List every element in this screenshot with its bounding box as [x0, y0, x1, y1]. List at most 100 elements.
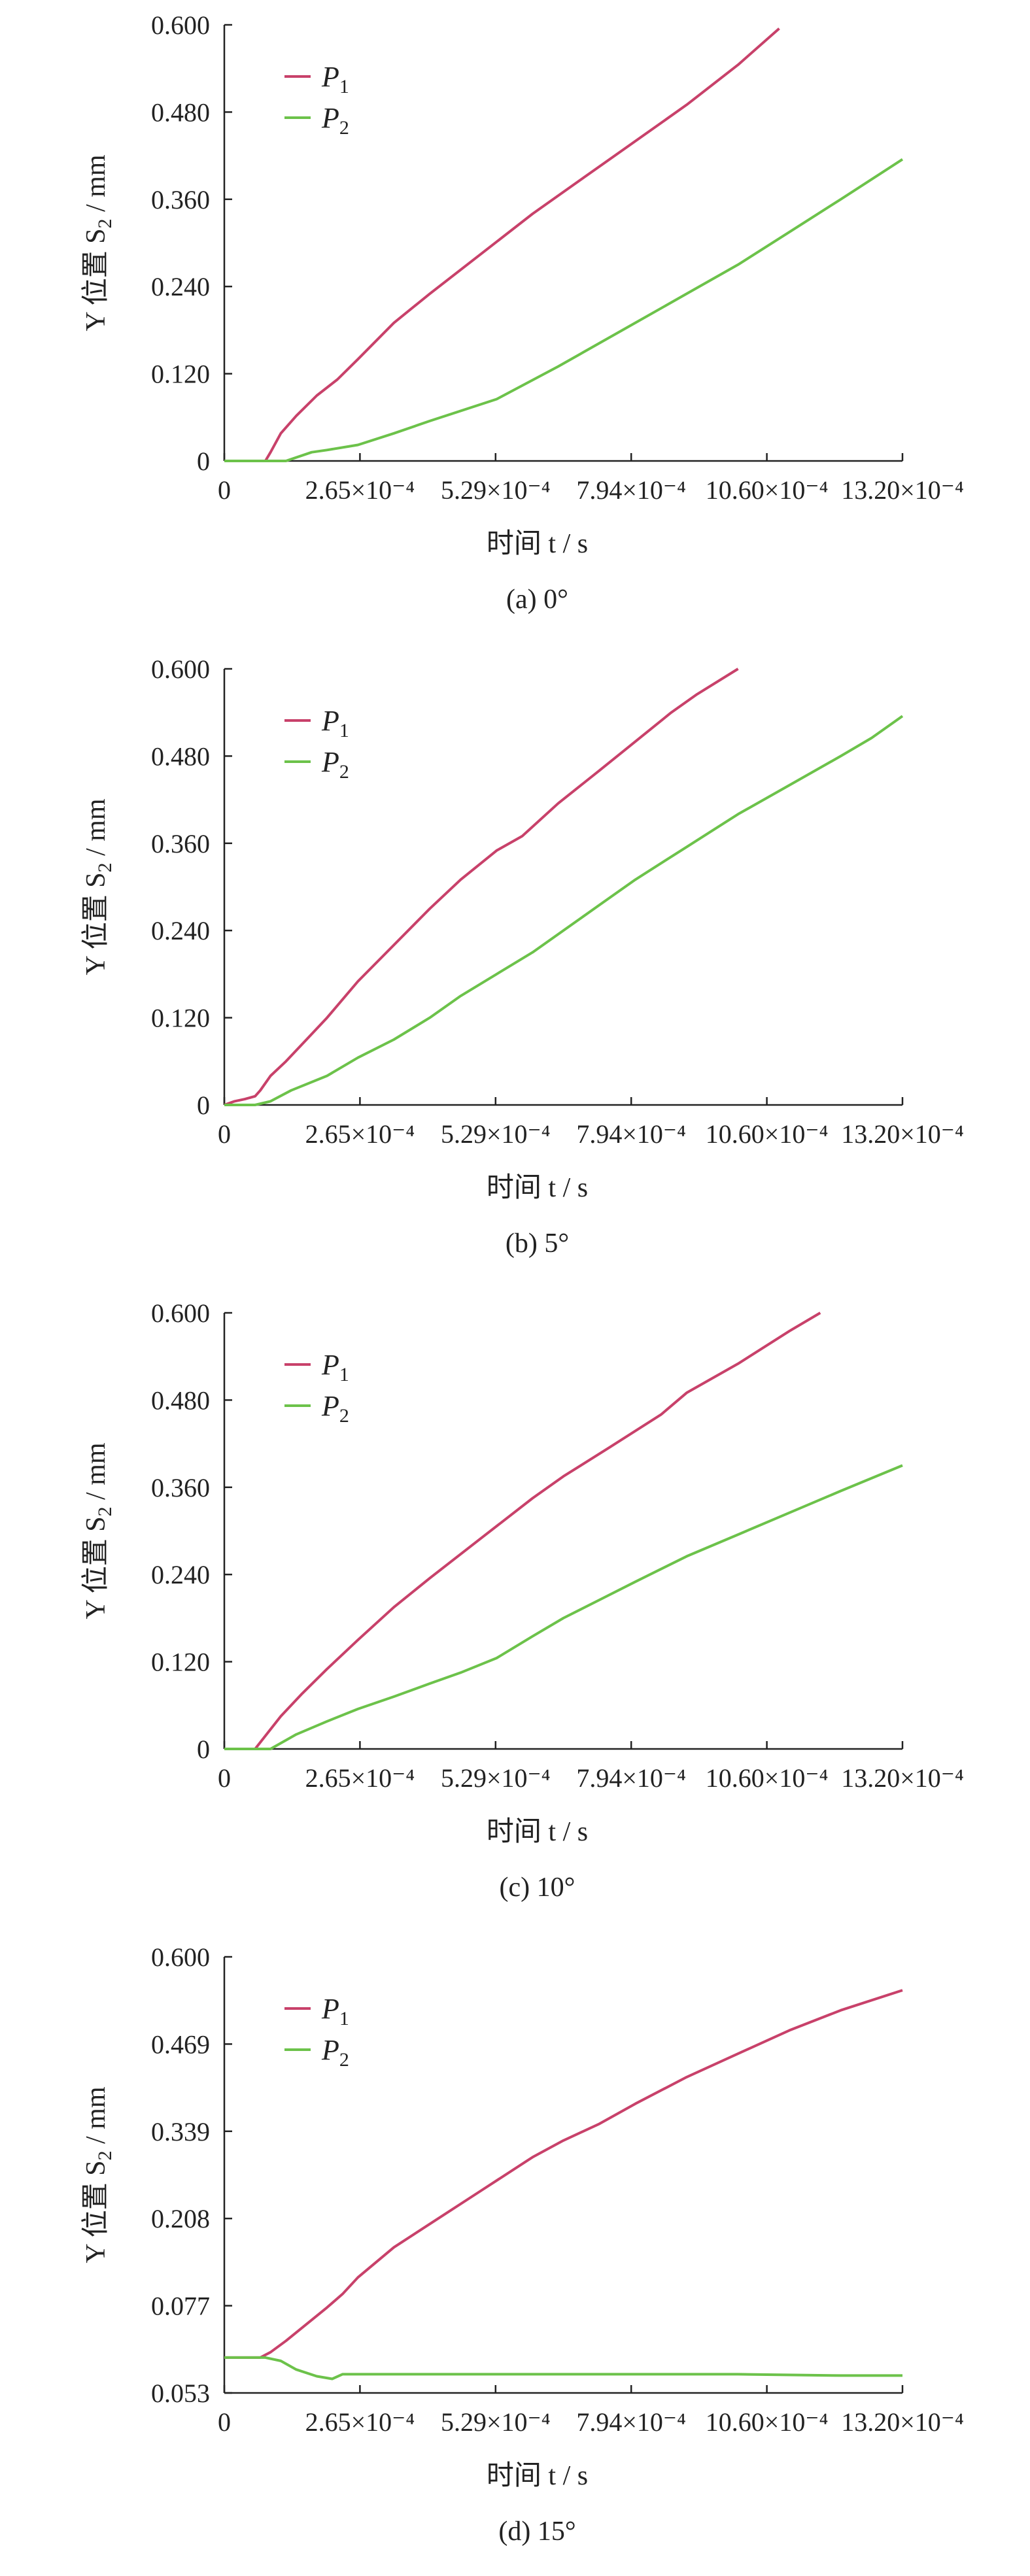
- legend-label-p1: P1: [321, 1349, 349, 1385]
- y-tick-label: 0.480: [151, 97, 210, 127]
- y-axis-subscript: 2: [94, 2150, 116, 2160]
- y-tick-label: 0: [197, 1735, 210, 1764]
- legend-label-p2: P2: [321, 746, 349, 783]
- legend-subscript: 1: [339, 76, 349, 97]
- x-tick-label: 5.29×10⁻⁴: [441, 1763, 551, 1793]
- legend-label-p1: P1: [321, 61, 349, 97]
- y-axis-title: Y 位置 S2 / mm: [80, 1442, 116, 1619]
- y-axis-subscript: 2: [94, 862, 116, 872]
- x-tick-label: 7.94×10⁻⁴: [576, 2407, 686, 2437]
- legend-subscript: 2: [339, 117, 349, 139]
- y-tick-label: 0.120: [151, 1648, 210, 1677]
- y-tick-label: 0.120: [151, 1004, 210, 1033]
- legend-subscript: 2: [339, 2049, 349, 2071]
- y-axis-title: Y 位置 S2 / mm: [80, 798, 116, 975]
- y-tick-label: 0.469: [151, 2029, 210, 2059]
- x-tick-label: 13.20×10⁻⁴: [841, 1763, 964, 1793]
- x-tick-label: 10.60×10⁻⁴: [706, 2407, 829, 2437]
- panel-caption: (d) 15°: [498, 2517, 575, 2547]
- series-line-p1: [224, 1312, 821, 1750]
- x-tick-label: 2.65×10⁻⁴: [305, 1119, 415, 1149]
- legend-label-p2: P2: [321, 1390, 349, 1427]
- x-tick-label: 13.20×10⁻⁴: [841, 475, 964, 505]
- x-axis-title: 时间 t / s: [487, 529, 588, 559]
- series-line-p1: [224, 27, 780, 462]
- x-axis-title: 时间 t / s: [487, 1817, 588, 1847]
- x-tick-label: 7.94×10⁻⁴: [576, 475, 686, 505]
- x-tick-label: 0: [218, 2407, 231, 2437]
- x-tick-label: 0: [218, 1119, 231, 1149]
- y-tick-label: 0.339: [151, 2117, 210, 2146]
- y-tick-label: 0.208: [151, 2204, 210, 2233]
- x-tick-label: 10.60×10⁻⁴: [706, 1119, 829, 1149]
- legend-label-p1: P1: [321, 1993, 349, 2029]
- x-tick-label: 0: [218, 475, 231, 505]
- y-tick-label: 0.360: [151, 1473, 210, 1502]
- legend-subscript: 1: [339, 720, 349, 741]
- y-axis-subscript: 2: [94, 1506, 116, 1516]
- y-tick-label: 0.600: [151, 1298, 210, 1328]
- chart-svg: 0.053 0.077 0.208 0.339 0.469 0.600 0 2.65×10⁻⁴…: [80, 1942, 964, 2547]
- legend-subscript: 1: [339, 2008, 349, 2029]
- chart-panel-1: 0 0.120 0.240 0.360 0.480 0.600 0 2.65×10⁻⁴ 5.29…: [0, 0, 1030, 634]
- series-line-p2: [224, 715, 904, 1106]
- chart-panel-4: 0.053 0.077 0.208 0.339 0.469 0.600 0 2.65×10⁻⁴…: [0, 1932, 1030, 2566]
- x-tick-label: 13.20×10⁻⁴: [841, 2407, 964, 2437]
- x-tick-label: 2.65×10⁻⁴: [305, 475, 415, 505]
- chart-svg: 0 0.120 0.240 0.360 0.480 0.600 0 2.65×10⁻⁴ 5.29…: [80, 654, 964, 1259]
- legend-label-p1: P1: [321, 705, 349, 741]
- y-axis-unit: / mm: [81, 2086, 111, 2150]
- y-tick-label: 0.600: [151, 10, 210, 40]
- y-tick-label: 0.360: [151, 829, 210, 858]
- x-tick-label: 0: [218, 1763, 231, 1793]
- y-tick-label: 0.480: [151, 1385, 210, 1415]
- chart-svg: 0 0.120 0.240 0.360 0.480 0.600 0 2.65×10⁻⁴ 5.29…: [80, 1298, 964, 1903]
- panel-caption: (c) 10°: [500, 1873, 575, 1903]
- y-tick-label: 0.600: [151, 1942, 210, 1972]
- series-line-p2: [224, 2356, 902, 2381]
- y-tick-label: 0.077: [151, 2292, 210, 2321]
- panel-caption: (a) 0°: [506, 585, 568, 615]
- chart-svg: 0 0.120 0.240 0.360 0.480 0.600 0 2.65×10⁻⁴ 5.29…: [80, 10, 964, 615]
- chart-panel-3: 0 0.120 0.240 0.360 0.480 0.600 0 2.65×10⁻⁴ 5.29…: [0, 1288, 1030, 1922]
- x-tick-label: 2.65×10⁻⁴: [305, 2407, 415, 2437]
- y-tick-label: 0.120: [151, 360, 210, 389]
- x-tick-label: 5.29×10⁻⁴: [441, 1119, 551, 1149]
- y-tick-label: 0.240: [151, 916, 210, 945]
- x-tick-label: 10.60×10⁻⁴: [706, 1763, 829, 1793]
- x-tick-label: 5.29×10⁻⁴: [441, 475, 551, 505]
- legend-subscript: 2: [339, 1405, 349, 1427]
- x-tick-label: 10.60×10⁻⁴: [706, 475, 829, 505]
- series-line-p1: [224, 1989, 903, 2359]
- y-tick-label: 0.360: [151, 185, 210, 214]
- y-tick-label: 0: [197, 447, 210, 476]
- y-tick-label: 0.480: [151, 741, 210, 771]
- legend-label-p2: P2: [321, 102, 349, 139]
- x-axis-title: 时间 t / s: [487, 2461, 588, 2491]
- x-tick-label: 5.29×10⁻⁴: [441, 2407, 551, 2437]
- y-tick-label: 0.240: [151, 1560, 210, 1589]
- legend-label-p2: P2: [321, 2034, 349, 2071]
- chart-panel-2: 0 0.120 0.240 0.360 0.480 0.600 0 2.65×10⁻⁴ 5.29…: [0, 644, 1030, 1278]
- x-tick-label: 7.94×10⁻⁴: [576, 1763, 686, 1793]
- y-tick-label: 0: [197, 1091, 210, 1120]
- y-tick-label: 0.053: [151, 2379, 210, 2408]
- y-axis-unit: / mm: [81, 154, 111, 218]
- y-axis-unit: / mm: [81, 798, 111, 862]
- y-tick-label: 0.240: [151, 272, 210, 301]
- series-line-p2: [224, 1464, 903, 1750]
- series-line-p2: [224, 158, 904, 462]
- x-tick-label: 13.20×10⁻⁴: [841, 1119, 964, 1149]
- series-line-p1: [224, 668, 739, 1106]
- legend-subscript: 1: [339, 1364, 349, 1385]
- legend-subscript: 2: [339, 761, 349, 783]
- x-tick-label: 7.94×10⁻⁴: [576, 1119, 686, 1149]
- x-axis-title: 时间 t / s: [487, 1173, 588, 1203]
- y-axis-subscript: 2: [94, 218, 116, 228]
- y-axis-unit: / mm: [81, 1442, 111, 1506]
- y-axis-title: Y 位置 S2 / mm: [80, 154, 116, 331]
- y-axis-title: Y 位置 S2 / mm: [80, 2086, 116, 2263]
- y-tick-label: 0.600: [151, 654, 210, 684]
- panel-caption: (b) 5°: [506, 1229, 569, 1259]
- x-tick-label: 2.65×10⁻⁴: [305, 1763, 415, 1793]
